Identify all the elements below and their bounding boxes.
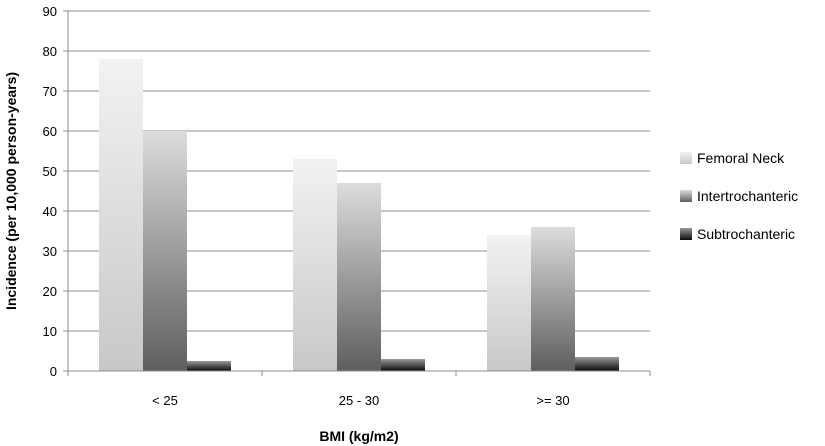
bar-intertrochanteric bbox=[531, 227, 575, 371]
bar-femoral-neck bbox=[293, 159, 337, 371]
bar-intertrochanteric bbox=[143, 131, 187, 371]
legend-swatch bbox=[680, 152, 692, 164]
y-axis-title: Incidence (per 10,000 person-years) bbox=[3, 72, 19, 310]
x-tick-label: >= 30 bbox=[536, 393, 569, 408]
bar-subtrochanteric bbox=[575, 357, 619, 371]
bar-femoral-neck bbox=[99, 59, 143, 371]
y-tick-label: 10 bbox=[43, 324, 57, 339]
legend-label: Intertrochanteric bbox=[697, 188, 798, 204]
axes bbox=[63, 10, 651, 376]
x-tick-label: < 25 bbox=[152, 393, 178, 408]
bar-femoral-neck bbox=[487, 235, 531, 371]
legend-label: Femoral Neck bbox=[697, 150, 785, 166]
bar-intertrochanteric bbox=[337, 183, 381, 371]
y-tick-label: 0 bbox=[50, 364, 57, 379]
y-tick-label: 80 bbox=[43, 44, 57, 59]
legend-label: Subtrochanteric bbox=[697, 226, 795, 242]
legend: Femoral Neck Intertrochanteric Subtrochant… bbox=[680, 150, 798, 242]
y-tick-label: 40 bbox=[43, 204, 57, 219]
tick-labels: 0 10 20 30 40 50 60 70 80 90 < 25 25 - 30 >= 30 bbox=[43, 4, 570, 408]
y-tick-label: 70 bbox=[43, 84, 57, 99]
x-axis-title: BMI (kg/m2) bbox=[319, 428, 398, 444]
y-tick-label: 50 bbox=[43, 164, 57, 179]
x-tick-label: 25 - 30 bbox=[339, 393, 379, 408]
y-tick-label: 30 bbox=[43, 244, 57, 259]
y-tick-label: 60 bbox=[43, 124, 57, 139]
bar-subtrochanteric bbox=[381, 359, 425, 371]
y-tick-label: 90 bbox=[43, 4, 57, 19]
legend-swatch bbox=[680, 190, 692, 202]
bar-subtrochanteric bbox=[187, 361, 231, 371]
legend-swatch bbox=[680, 228, 692, 240]
y-tick-label: 20 bbox=[43, 284, 57, 299]
bars bbox=[99, 59, 619, 371]
